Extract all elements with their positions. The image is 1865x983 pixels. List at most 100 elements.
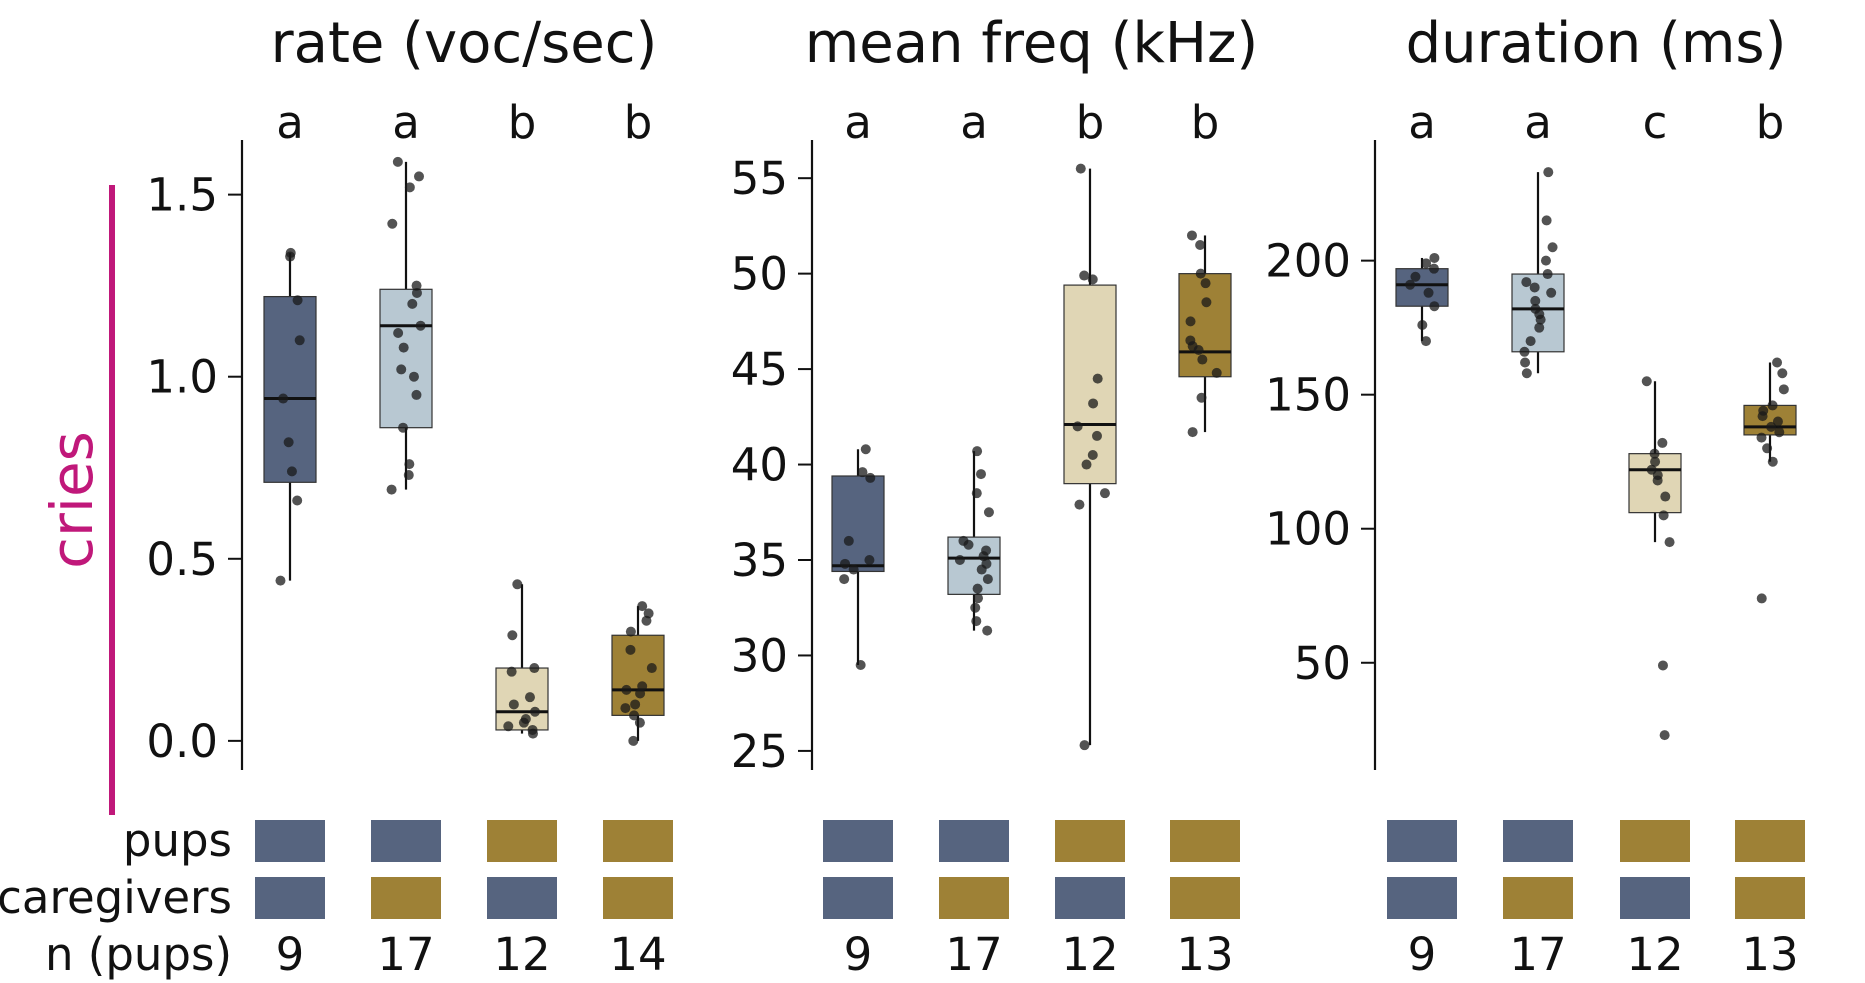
data-point — [527, 724, 538, 735]
data-point — [278, 393, 289, 404]
data-point — [1079, 740, 1090, 751]
iqr-box — [831, 475, 885, 573]
significance-letter: a — [1408, 96, 1436, 149]
legend-pups-label: pups — [123, 814, 232, 867]
legend-pups-swatch — [1055, 820, 1125, 862]
data-point — [507, 630, 518, 641]
data-point — [1423, 287, 1434, 298]
data-point — [1428, 263, 1439, 274]
data-point — [971, 488, 982, 499]
data-point — [970, 602, 981, 613]
data-point — [1641, 376, 1652, 387]
data-point — [292, 495, 303, 506]
data-point — [1762, 443, 1773, 454]
data-point — [1529, 282, 1540, 293]
data-point — [972, 446, 983, 457]
data-point — [1659, 730, 1670, 741]
significance-letter: a — [276, 96, 304, 149]
data-point — [1087, 450, 1098, 460]
box-group-2: a — [1511, 96, 1565, 379]
data-point — [1072, 421, 1083, 432]
data-point — [1660, 491, 1671, 502]
n-value: 17 — [1509, 928, 1566, 981]
data-point — [1201, 297, 1212, 308]
legend-caregivers-label: caregivers — [0, 871, 232, 924]
data-point — [1525, 336, 1536, 347]
data-point — [285, 247, 296, 258]
data-point — [1081, 459, 1092, 470]
data-point — [1547, 242, 1558, 253]
box-group-3: b — [1063, 96, 1117, 751]
box-group-4: b — [1743, 96, 1797, 604]
significance-letter: a — [844, 96, 872, 149]
data-point — [1521, 368, 1532, 379]
data-point — [1092, 373, 1103, 384]
data-point — [286, 466, 297, 477]
data-point — [512, 579, 523, 590]
data-point — [1520, 357, 1531, 368]
data-point — [1410, 271, 1421, 282]
data-point — [1756, 432, 1767, 443]
data-point — [294, 335, 305, 346]
data-point — [643, 608, 654, 619]
legend-pups-swatch — [603, 820, 673, 862]
data-point — [1530, 303, 1541, 314]
legend-n-label: n (pups) — [45, 928, 232, 981]
data-point — [1200, 278, 1211, 289]
data-point — [411, 389, 422, 400]
data-point — [1211, 367, 1222, 378]
data-point — [976, 564, 987, 575]
data-point — [982, 625, 993, 636]
data-point — [864, 555, 875, 565]
significance-letter: a — [392, 96, 420, 149]
y-tick-label: 40 — [731, 439, 788, 492]
y-tick-label: 55 — [731, 152, 788, 205]
panel-title: duration (ms) — [1406, 11, 1787, 76]
data-point — [1658, 510, 1669, 521]
data-point — [1417, 319, 1428, 330]
data-point — [1185, 316, 1196, 327]
data-point — [1421, 258, 1432, 269]
data-point — [865, 472, 876, 483]
data-point — [503, 721, 514, 732]
data-point — [524, 692, 535, 703]
data-point — [975, 469, 986, 480]
data-point — [1429, 301, 1440, 312]
iqr-box — [1395, 268, 1449, 307]
data-point — [414, 171, 425, 182]
data-point — [1766, 421, 1777, 432]
data-point — [292, 295, 303, 306]
box-group-2: a — [379, 96, 433, 495]
data-point — [843, 535, 854, 546]
legend-caregivers-swatch — [1503, 877, 1573, 919]
n-value: 12 — [493, 928, 550, 981]
data-point — [855, 660, 866, 670]
n-value: 14 — [609, 928, 666, 981]
data-point — [840, 558, 851, 569]
data-point — [508, 699, 519, 710]
box-group-3: b — [495, 96, 549, 739]
data-point — [637, 601, 648, 612]
legend-pups-swatch — [939, 820, 1009, 862]
data-point — [415, 320, 426, 331]
y-tick-label: 0.5 — [146, 533, 218, 586]
data-point — [1186, 230, 1197, 241]
y-tick-label: 1.5 — [146, 169, 218, 222]
data-point — [621, 684, 632, 695]
data-point — [1079, 270, 1090, 281]
data-point — [1195, 268, 1206, 279]
iqr-box — [947, 536, 1001, 595]
data-point — [1777, 368, 1788, 379]
data-point — [1652, 470, 1663, 481]
legend-caregivers-swatch — [1735, 877, 1805, 919]
legend-pups-swatch — [487, 820, 557, 862]
data-point — [398, 342, 409, 353]
data-point — [1530, 295, 1541, 306]
data-point — [860, 444, 871, 455]
data-point — [275, 575, 286, 586]
y-tick-label: 35 — [731, 534, 788, 587]
data-point — [1767, 400, 1778, 411]
data-point — [628, 735, 639, 746]
legend-labels: pups caregivers n (pups) — [0, 814, 232, 981]
